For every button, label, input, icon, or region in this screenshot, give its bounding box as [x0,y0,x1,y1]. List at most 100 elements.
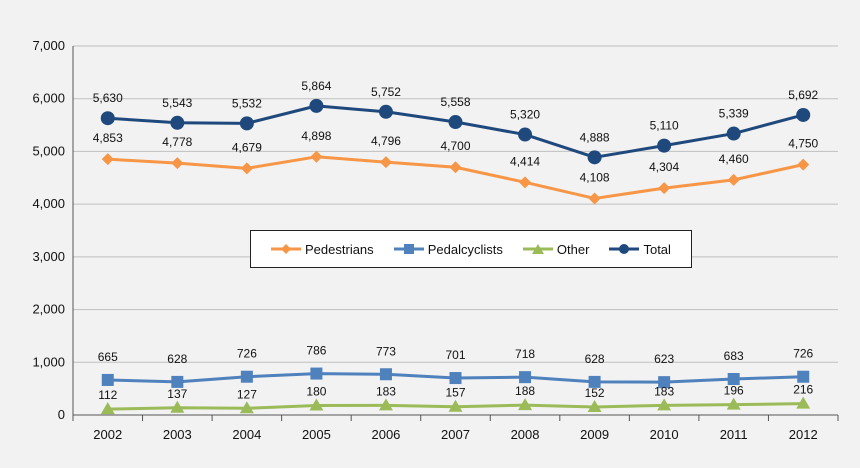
legend-label-pedestrians: Pedestrians [305,241,374,257]
x-tick-label: 2009 [580,427,609,442]
other-point [448,399,463,412]
pedestrians-data-label: 4,796 [371,134,401,148]
total-data-label: 5,864 [301,79,331,93]
x-tick-label: 2010 [650,427,679,442]
pedestrians-point [240,162,253,175]
pedestrians-data-label: 4,700 [440,139,470,153]
total-data-label: 5,532 [232,96,262,110]
other-point [309,398,324,411]
y-tick-label: 1,000 [32,354,65,369]
legend-item-total: Total [609,241,671,257]
pedestrians-point [588,192,601,205]
pedalcyclists-point [449,372,462,385]
total-data-label: 5,558 [440,95,470,109]
other-data-label: 216 [793,383,813,397]
total-point [170,115,185,130]
other-data-label: 183 [376,384,396,398]
pedalcyclists-point [379,368,392,381]
other-data-label: 180 [306,385,326,399]
other-data-label: 112 [98,388,117,402]
x-tick-label: 2005 [302,427,331,442]
pedestrians-point [101,153,114,166]
pedalcyclists-point [310,367,323,380]
legend-label-other: Other [556,241,590,257]
pedalcyclists-point [240,370,253,383]
y-tick-label: 0 [58,407,65,422]
pedestrians-data-label: 4,750 [788,137,818,151]
total-point [796,107,811,122]
total-data-label: 5,339 [719,107,749,121]
other-point [378,398,393,411]
y-tick-label: 4,000 [32,196,65,211]
pedestrians-point [379,156,392,169]
total-data-label: 5,110 [650,119,679,133]
other-data-label: 127 [237,387,257,401]
pedestrians-data-label: 4,778 [162,135,192,149]
total-data-label: 5,630 [93,91,123,105]
other-data-label: 137 [167,387,187,401]
pedestrians-point [171,157,184,170]
x-tick-label: 2012 [789,427,818,442]
legend-item-other: Other [522,241,590,257]
other-point [587,399,602,412]
pedalcyclists-data-label: 718 [515,347,535,361]
pedalcyclists-data-label: 623 [654,352,674,366]
x-tick-label: 2011 [720,427,748,442]
other-data-label: 152 [585,386,605,400]
total-data-label: 5,543 [162,96,192,110]
pedestrians-data-label: 4,304 [649,160,679,174]
pedalcyclists-point [658,376,671,389]
pedestrians-data-label: 4,414 [510,154,540,168]
other-point [239,401,254,414]
total-point [378,104,393,119]
other-data-label: 196 [724,384,744,398]
other-point [726,397,741,410]
pedestrians-point [310,150,323,163]
y-tick-label: 3,000 [32,249,65,264]
pedestrians-data-label: 4,679 [232,140,262,154]
legend-item-pedestrians: Pedestrians [271,242,374,257]
pedestrians-data-label: 4,108 [580,170,610,184]
total-point [587,150,602,165]
x-tick-label: 2008 [511,427,540,442]
y-tick-label: 5,000 [32,143,65,158]
total-point [100,111,115,126]
legend-swatch-other [522,244,553,254]
other-point [170,400,185,413]
pedestrians-data-label: 4,853 [93,131,123,145]
pedalcyclists-data-label: 726 [793,347,813,361]
other-point [796,396,811,409]
pedalcyclists-data-label: 701 [445,348,465,362]
legend-swatch-total [609,244,640,254]
total-data-label: 4,888 [580,130,610,144]
total-data-label: 5,752 [371,85,401,99]
pedalcyclists-data-label: 628 [167,352,187,366]
pedalcyclists-point [727,372,740,385]
other-data-label: 157 [445,386,465,400]
total-point [239,116,254,131]
legend-label-total: Total [643,241,671,257]
legend-swatch-pedestrians [271,244,302,254]
other-data-label: 183 [654,384,674,398]
pedestrians-data-label: 4,898 [301,129,331,143]
pedestrians-point [519,176,532,189]
total-point [726,126,741,141]
pedalcyclists-point [588,375,601,388]
pedalcyclists-data-label: 683 [724,349,744,363]
other-point [100,402,115,415]
x-tick-label: 2007 [441,427,470,442]
y-tick-label: 7,000 [32,38,65,53]
x-tick-label: 2003 [163,427,192,442]
total-data-label: 5,692 [788,88,818,102]
pedalcyclists-point [101,373,114,386]
legend-swatch-pedalcyclists [393,244,424,254]
other-point [657,398,672,411]
total-point [309,98,324,113]
other-data-label: 188 [515,384,535,398]
pedestrians-data-label: 4,460 [719,152,749,166]
pedalcyclists-point [171,375,184,388]
pedalcyclists-data-label: 628 [585,352,605,366]
pedestrians-point [658,182,671,195]
